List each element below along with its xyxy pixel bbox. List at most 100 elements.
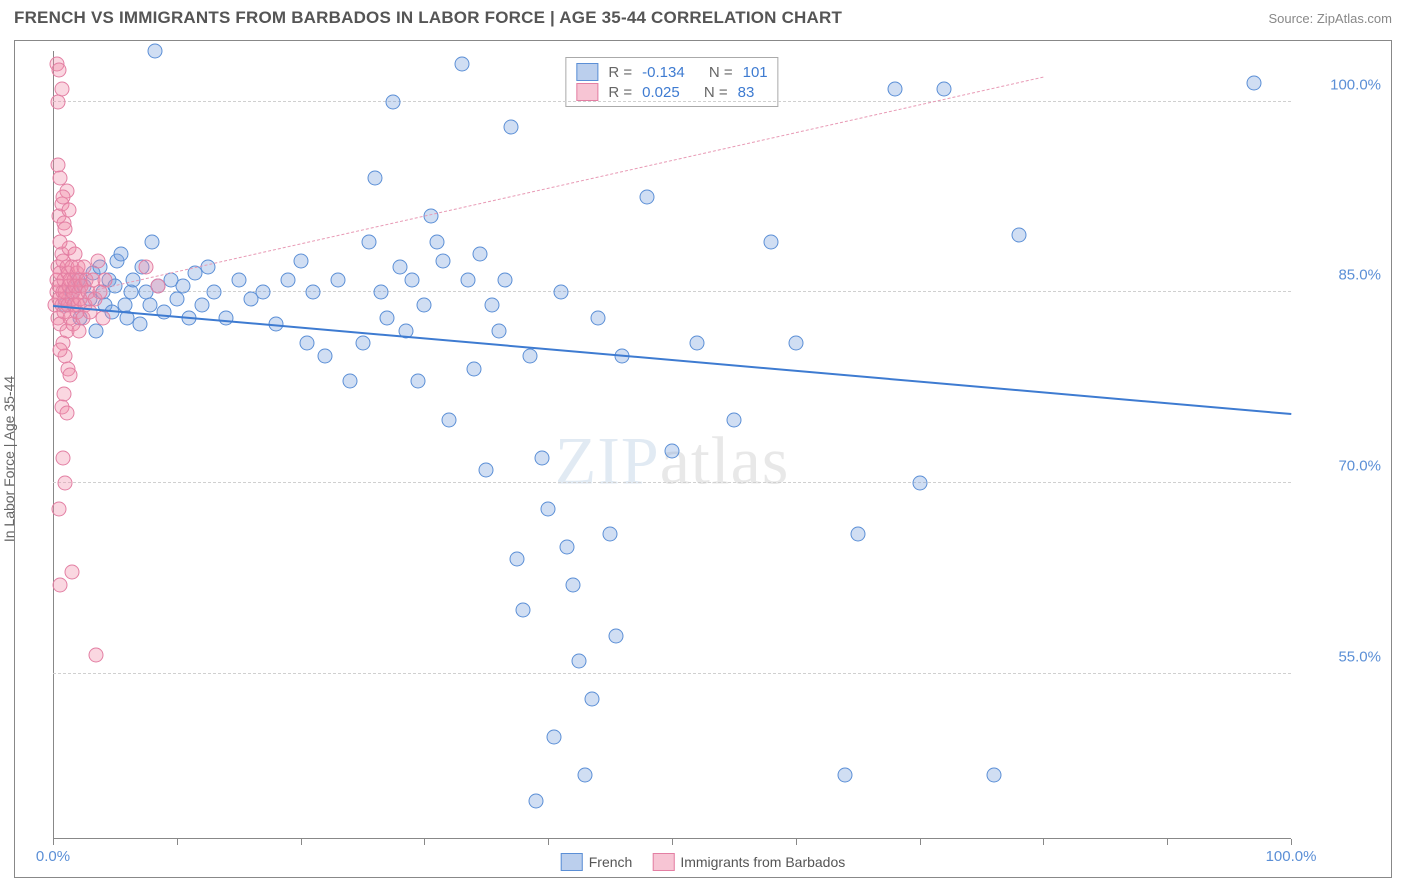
- scatter-point: [547, 730, 562, 745]
- scatter-point: [64, 565, 79, 580]
- scatter-point: [57, 387, 72, 402]
- x-tick: [796, 839, 797, 845]
- scatter-point: [559, 539, 574, 554]
- watermark: ZIPatlas: [555, 421, 790, 500]
- scatter-point: [138, 260, 153, 275]
- scatter-point: [71, 323, 86, 338]
- scatter-point: [318, 349, 333, 364]
- scatter-point: [62, 202, 77, 217]
- scatter-point: [95, 310, 110, 325]
- r-label: R =: [608, 84, 632, 101]
- scatter-point: [305, 285, 320, 300]
- scatter-point: [473, 247, 488, 262]
- scatter-point: [528, 793, 543, 808]
- scatter-point: [151, 279, 166, 294]
- scatter-point: [764, 234, 779, 249]
- scatter-point: [726, 412, 741, 427]
- r-value-barbados: 0.025: [642, 84, 680, 101]
- scatter-point: [887, 82, 902, 97]
- scatter-point: [63, 368, 78, 383]
- scatter-point: [429, 234, 444, 249]
- gridline: [53, 482, 1291, 483]
- y-tick-label: 85.0%: [1301, 267, 1381, 284]
- scatter-point: [603, 526, 618, 541]
- scatter-point: [330, 272, 345, 287]
- scatter-point: [442, 412, 457, 427]
- scatter-point: [55, 190, 70, 205]
- scatter-point: [53, 342, 68, 357]
- scatter-point: [52, 63, 67, 78]
- n-label: N =: [704, 84, 728, 101]
- scatter-point: [114, 247, 129, 262]
- scatter-point: [937, 82, 952, 97]
- scatter-point: [838, 768, 853, 783]
- scatter-point: [640, 190, 655, 205]
- r-label: R =: [608, 64, 632, 81]
- x-tick: [177, 839, 178, 845]
- scatter-point: [293, 253, 308, 268]
- scatter-point: [578, 768, 593, 783]
- scatter-point: [355, 336, 370, 351]
- x-tick: [1043, 839, 1044, 845]
- stats-box: R = -0.134 N = 101 R = 0.025 N = 83: [565, 57, 778, 107]
- legend-swatch-french: [561, 853, 583, 871]
- x-tick: [424, 839, 425, 845]
- scatter-point: [460, 272, 475, 287]
- scatter-point: [53, 577, 68, 592]
- scatter-point: [367, 171, 382, 186]
- scatter-point: [504, 120, 519, 135]
- trend-line-immigrants-from-barbados: [53, 76, 1044, 299]
- scatter-point: [59, 406, 74, 421]
- y-axis-label: In Labor Force | Age 35-44: [1, 376, 17, 542]
- source-label: Source:: [1268, 11, 1316, 26]
- x-tick: [548, 839, 549, 845]
- scatter-point: [435, 253, 450, 268]
- scatter-point: [219, 310, 234, 325]
- scatter-point: [256, 285, 271, 300]
- scatter-point: [466, 361, 481, 376]
- scatter-point: [132, 317, 147, 332]
- scatter-point: [147, 44, 162, 59]
- scatter-point: [50, 94, 65, 109]
- scatter-point: [58, 476, 73, 491]
- legend-label-barbados: Immigrants from Barbados: [680, 854, 845, 870]
- scatter-point: [89, 647, 104, 662]
- scatter-point: [175, 279, 190, 294]
- swatch-barbados: [576, 83, 598, 101]
- scatter-point: [541, 501, 556, 516]
- scatter-point: [485, 298, 500, 313]
- scatter-point: [281, 272, 296, 287]
- legend-label-french: French: [589, 854, 633, 870]
- scatter-point: [52, 501, 67, 516]
- scatter-point: [392, 260, 407, 275]
- scatter-point: [411, 374, 426, 389]
- chart-header: FRENCH VS IMMIGRANTS FROM BARBADOS IN LA…: [0, 0, 1406, 34]
- stats-row-barbados: R = 0.025 N = 83: [576, 82, 767, 102]
- x-tick-label: 100.0%: [1266, 848, 1317, 865]
- scatter-point: [553, 285, 568, 300]
- scatter-point: [609, 628, 624, 643]
- chart-title: FRENCH VS IMMIGRANTS FROM BARBADOS IN LA…: [14, 8, 842, 28]
- scatter-point: [50, 158, 65, 173]
- scatter-point: [522, 349, 537, 364]
- watermark-a: ZIP: [555, 422, 660, 498]
- scatter-point: [584, 692, 599, 707]
- scatter-point: [479, 463, 494, 478]
- x-tick-label: 0.0%: [36, 848, 70, 865]
- scatter-point: [145, 234, 160, 249]
- swatch-french: [576, 63, 598, 81]
- gridline: [53, 101, 1291, 102]
- scatter-point: [206, 285, 221, 300]
- x-tick: [1167, 839, 1168, 845]
- scatter-point: [142, 298, 157, 313]
- plot-area: ZIPatlas R = -0.134 N = 101 R = 0.025 N …: [53, 51, 1291, 839]
- x-tick: [672, 839, 673, 845]
- scatter-point: [510, 552, 525, 567]
- scatter-point: [194, 298, 209, 313]
- legend: French Immigrants from Barbados: [561, 853, 846, 871]
- r-value-french: -0.134: [642, 64, 685, 81]
- n-value-barbados: 83: [738, 84, 755, 101]
- gridline: [53, 291, 1291, 292]
- gridline: [53, 673, 1291, 674]
- x-tick: [53, 839, 54, 845]
